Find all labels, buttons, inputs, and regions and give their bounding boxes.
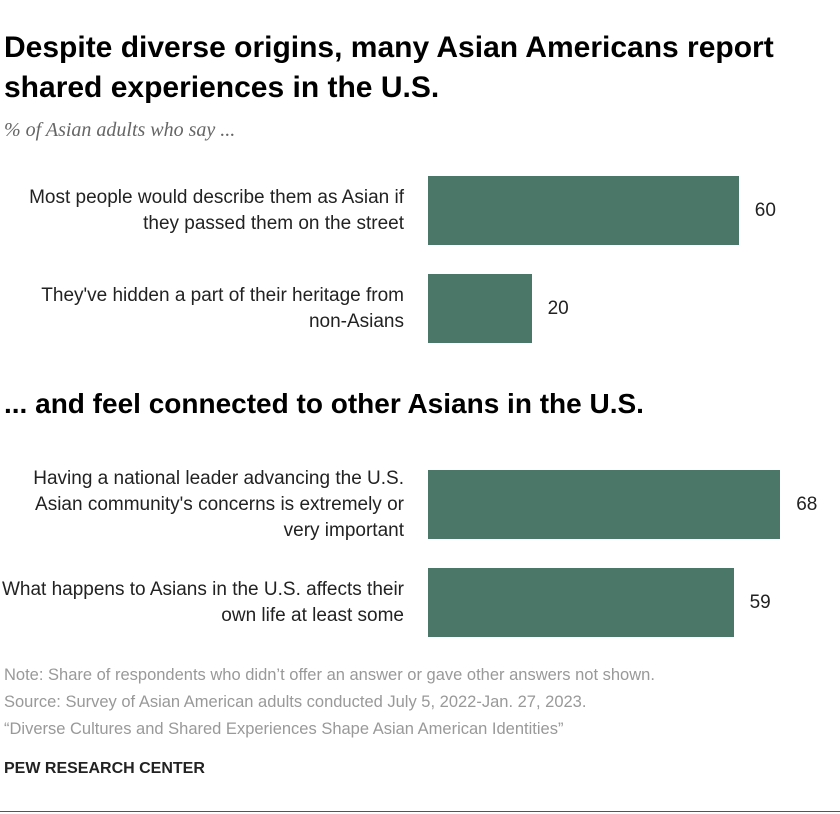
credit: PEW RESEARCH CENTER	[4, 760, 205, 777]
source: Source: Survey of Asian American adults …	[4, 693, 587, 711]
value-label: 68	[796, 493, 818, 515]
category-label: Most people would describe them as Asian…	[29, 186, 404, 234]
rule	[0, 811, 840, 812]
category-label: Having a national leader advancing the U…	[33, 467, 404, 541]
category-label: They've hidden a part of their heritage …	[41, 284, 404, 332]
category-label: What happens to Asians in the U.S. affec…	[1, 578, 404, 626]
value-label: 60	[754, 199, 776, 221]
bar	[428, 274, 532, 343]
note: Note: Share of respondents who didn’t of…	[4, 666, 655, 684]
value-label: 20	[547, 297, 569, 319]
report: “Diverse Cultures and Shared Experiences…	[4, 720, 564, 738]
title: Despite diverse origins, many Asian Amer…	[4, 31, 774, 104]
panel-title: ... and feel connected to other Asians i…	[4, 388, 644, 419]
subtitle: % of Asian adults who say ...	[4, 119, 236, 141]
bar	[428, 470, 781, 539]
bar	[428, 176, 739, 245]
bar	[428, 568, 734, 637]
value-label: 59	[749, 591, 771, 613]
